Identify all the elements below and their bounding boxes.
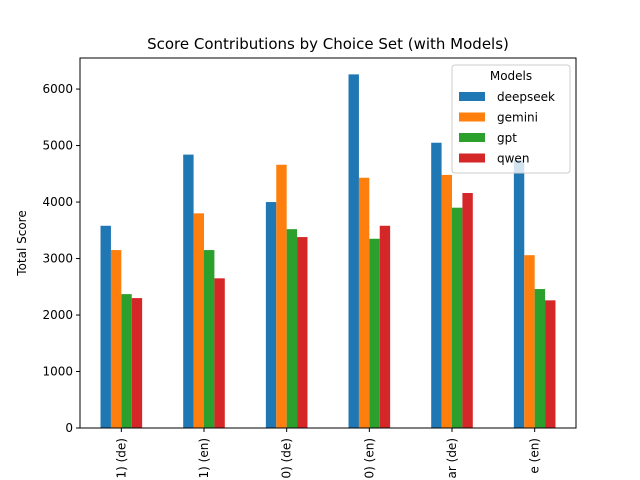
y-tick-label: 2000 xyxy=(42,308,73,322)
bar-qwen-3 xyxy=(379,225,391,428)
x-tick-label: 0) (de) xyxy=(280,438,294,479)
bar-gpt-2 xyxy=(286,229,298,428)
bar-gemini-2 xyxy=(276,164,287,428)
bar-deepseek-0 xyxy=(100,225,111,428)
legend-label-gpt: gpt xyxy=(497,131,517,145)
bar-qwen-5 xyxy=(545,300,556,428)
y-tick-label: 3000 xyxy=(42,252,73,266)
bar-deepseek-4 xyxy=(431,142,442,429)
legend-swatch-gemini xyxy=(459,112,485,122)
y-axis: 0 1000 2000 3000 4000 5000 6000 xyxy=(42,82,80,435)
y-tick-label: 1000 xyxy=(42,365,73,379)
x-axis: 1) (de) 1) (en) 0) (de) 0) (en) ar (de) e (en… xyxy=(114,428,542,479)
bar-qwen-0 xyxy=(131,298,143,428)
bar-qwen-4 xyxy=(462,193,473,428)
bar-deepseek-3 xyxy=(348,74,359,428)
x-tick-label: 0) (en) xyxy=(362,438,376,478)
bar-qwen-1 xyxy=(214,278,225,428)
bar-deepseek-1 xyxy=(183,154,194,428)
bar-gpt-5 xyxy=(534,289,546,428)
legend-title: Models xyxy=(490,69,532,83)
bar-gpt-0 xyxy=(121,294,132,428)
x-tick-label: e (en) xyxy=(528,438,542,474)
x-tick-label: 1) (de) xyxy=(114,438,128,479)
x-tick-label: ar (de) xyxy=(445,438,459,478)
y-tick-label: 4000 xyxy=(42,195,73,209)
legend-swatch-deepseek xyxy=(459,92,485,101)
bar-deepseek-5 xyxy=(513,159,525,428)
bars-group xyxy=(100,74,556,429)
legend-label-deepseek: deepseek xyxy=(497,90,555,104)
y-tick-label: 0 xyxy=(65,421,73,435)
bar-gpt-4 xyxy=(452,207,463,428)
y-tick-label: 5000 xyxy=(42,139,73,153)
bar-gemini-0 xyxy=(110,250,122,428)
bar-gpt-3 xyxy=(369,238,380,428)
legend-swatch-qwen xyxy=(459,153,485,163)
y-tick-label: 6000 xyxy=(42,82,73,96)
chart-title: Score Contributions by Choice Set (with … xyxy=(147,35,509,53)
bar-gemini-5 xyxy=(524,255,535,428)
y-axis-label: Total Score xyxy=(15,210,29,276)
legend: Models deepseek gemini gpt qwen xyxy=(451,64,571,174)
bar-gpt-1 xyxy=(204,250,215,428)
plot-frame xyxy=(79,57,577,429)
legend-label-gemini: gemini xyxy=(497,111,538,125)
bar-gemini-1 xyxy=(193,213,204,428)
bar-gemini-3 xyxy=(358,177,370,428)
legend-swatch-gpt xyxy=(459,133,485,142)
bar-qwen-2 xyxy=(297,237,308,428)
legend-label-qwen: qwen xyxy=(497,152,529,166)
bar-deepseek-2 xyxy=(265,202,277,428)
x-tick-label: 1) (en) xyxy=(197,438,211,478)
bar-gemini-4 xyxy=(441,174,452,428)
